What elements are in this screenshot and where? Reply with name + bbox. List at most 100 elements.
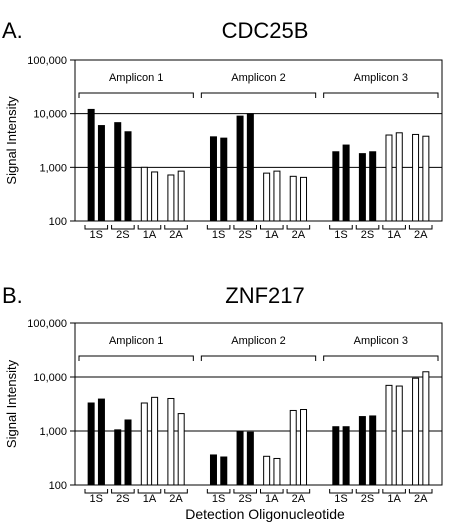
y-tick-label: 100: [49, 216, 67, 228]
bar-2-1a-1: [263, 455, 271, 486]
bar-1-2s-2: [124, 419, 132, 486]
group-label-1s: 1S: [90, 229, 103, 241]
bar-1-2s-1: [114, 429, 122, 486]
amplicon-label: Amplicon 1: [109, 72, 163, 84]
plot-frame: [74, 59, 443, 222]
bar-3-1a-2: [395, 385, 403, 486]
amplicon-bracket: [78, 355, 194, 361]
bar-3-2s-2: [369, 415, 377, 486]
group-bracket: [233, 225, 257, 230]
group-bracket: [329, 225, 353, 230]
bar-2-1a-2: [273, 170, 281, 222]
bar-3-1a-1: [385, 134, 393, 222]
amplicon-bracket: [323, 92, 439, 98]
y-tick-label: 100,000: [27, 55, 67, 67]
group-bracket: [408, 489, 433, 494]
amplicon-label: Amplicon 3: [354, 335, 408, 347]
group-bracket: [164, 489, 188, 494]
bar-1-1s-1: [87, 402, 95, 486]
y-axis-title: Signal Intensity: [4, 96, 19, 185]
bar-2-2a-1: [289, 175, 297, 222]
bar-2-2a-1: [289, 409, 297, 486]
bar-2-1s-2: [220, 137, 228, 222]
amplicon-label: Amplicon 2: [231, 72, 285, 84]
y-tick-label: 10,000: [33, 372, 67, 384]
bar-2-2s-2: [246, 113, 254, 222]
bar-1-1a-2: [151, 171, 159, 222]
panel-label: A.: [2, 18, 23, 43]
group-label-1a: 1A: [143, 229, 157, 241]
bar-2-1a-2: [273, 457, 281, 486]
group-bracket: [206, 489, 231, 494]
group-label-2s: 2S: [116, 229, 129, 241]
group-bracket: [355, 225, 380, 230]
bar-1-2a-2: [177, 413, 185, 486]
y-axis-title: Signal Intensity: [4, 359, 19, 448]
group-label-1a: 1A: [387, 229, 401, 241]
plot-frame: [74, 322, 443, 486]
amplicon-bracket: [200, 92, 317, 98]
group-bracket: [111, 225, 135, 230]
bar-2-1s-2: [220, 456, 228, 486]
bar-3-1s-2: [342, 144, 350, 222]
bar-1-1s-2: [97, 398, 105, 486]
bar-1-2a-1: [167, 397, 175, 486]
group-label-2a: 2A: [292, 229, 306, 241]
group-bracket: [329, 489, 353, 494]
bar-3-1a-2: [395, 132, 403, 222]
chart-title: CDC25B: [222, 18, 309, 43]
panel-label: B.: [2, 283, 23, 308]
bar-3-1s-1: [332, 151, 340, 222]
bar-1-1a-2: [151, 396, 159, 486]
group-label-1a: 1A: [143, 493, 157, 505]
bar-1-1s-1: [87, 108, 95, 222]
group-label-2s: 2S: [361, 229, 374, 241]
group-label-2s: 2S: [238, 493, 251, 505]
group-label-1a: 1A: [387, 493, 401, 505]
group-bracket: [286, 225, 311, 230]
group-label-1s: 1S: [212, 229, 225, 241]
bar-1-2s-2: [124, 131, 132, 222]
group-label-2a: 2A: [414, 493, 428, 505]
group-label-1a: 1A: [265, 493, 279, 505]
amplicon-label: Amplicon 3: [354, 72, 408, 84]
bar-1-1s-2: [97, 125, 105, 222]
group-bracket: [408, 225, 433, 230]
group-bracket: [111, 489, 135, 494]
group-label-1s: 1S: [334, 493, 347, 505]
bar-3-2a-2: [422, 135, 430, 222]
bar-2-2a-2: [300, 176, 308, 222]
group-bracket: [137, 225, 162, 230]
group-label-2a: 2A: [414, 229, 428, 241]
bar-3-1a-1: [385, 384, 393, 486]
group-label-1a: 1A: [265, 229, 279, 241]
group-label-2a: 2A: [169, 229, 183, 241]
group-label-2s: 2S: [238, 229, 251, 241]
group-bracket: [84, 489, 109, 494]
bar-3-2s-1: [358, 153, 366, 222]
chart-title: ZNF217: [225, 283, 304, 308]
group-label-2s: 2S: [361, 493, 374, 505]
bar-3-2s-1: [358, 416, 366, 486]
bar-2-2s-1: [236, 115, 244, 222]
bar-3-1s-2: [342, 426, 350, 486]
group-label-1s: 1S: [90, 493, 103, 505]
bar-2-2s-1: [236, 430, 244, 486]
y-tick-label: 10,000: [33, 109, 67, 121]
group-label-2a: 2A: [169, 493, 183, 505]
bar-1-2a-1: [167, 174, 175, 222]
bar-3-2a-2: [422, 371, 430, 486]
bar-1-2a-2: [177, 170, 185, 222]
group-bracket: [382, 225, 406, 230]
group-bracket: [84, 225, 109, 230]
bar-1-1a-1: [140, 402, 148, 486]
group-bracket: [286, 489, 311, 494]
group-bracket: [137, 489, 162, 494]
amplicon-bracket: [323, 355, 439, 361]
group-label-1s: 1S: [212, 493, 225, 505]
bar-3-2s-2: [369, 151, 377, 222]
group-label-2a: 2A: [292, 493, 306, 505]
bar-2-1s-1: [209, 136, 217, 222]
group-bracket: [260, 489, 284, 494]
